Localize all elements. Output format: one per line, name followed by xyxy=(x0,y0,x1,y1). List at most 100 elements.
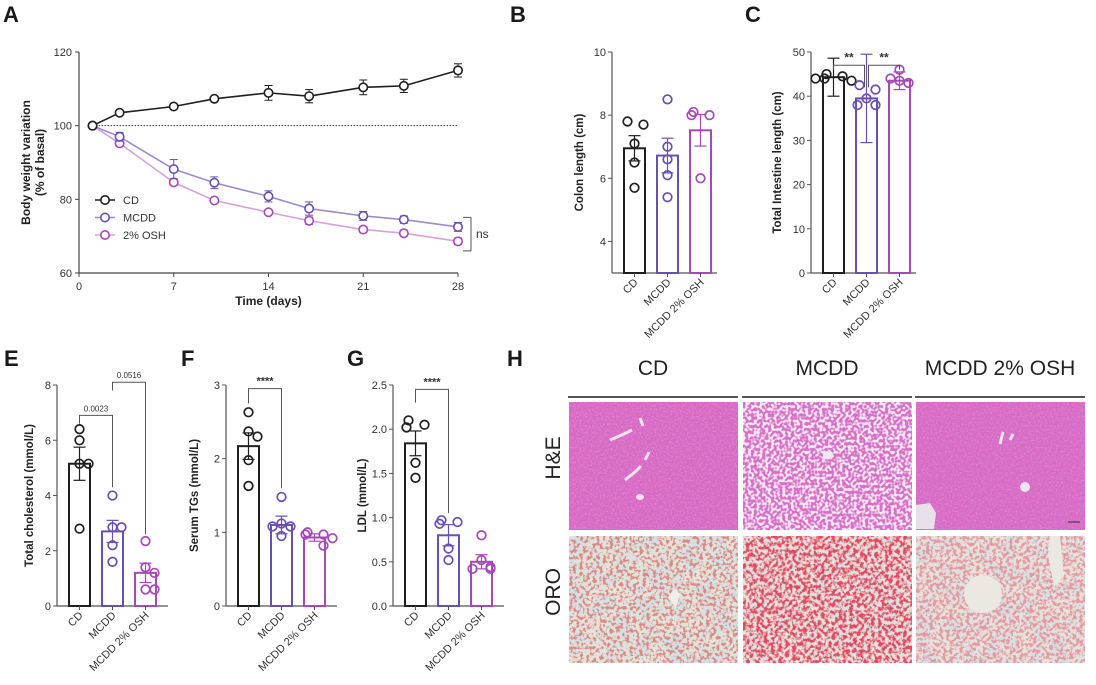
data-point xyxy=(846,75,857,86)
data-point xyxy=(662,141,673,152)
data-point xyxy=(168,177,179,188)
significance-label: **** xyxy=(256,376,274,388)
data-point xyxy=(452,221,463,232)
data-point xyxy=(304,91,315,102)
data-point xyxy=(476,530,487,541)
x-tick-label-group: MCDD 2% OSH xyxy=(256,610,320,674)
x-tick-label: CD xyxy=(621,277,641,297)
data-point xyxy=(276,491,287,503)
y-tick-label: 2.0 xyxy=(372,424,387,436)
x-tick-label-group: CD xyxy=(402,610,422,630)
x-tick-label-group: MCDD xyxy=(642,277,674,309)
data-point xyxy=(243,407,254,418)
x-tick-label: CD xyxy=(235,610,255,630)
x-tick-label-group: MCDD xyxy=(841,277,873,309)
significance-label: ** xyxy=(879,50,889,64)
significance-label: 0.0516 xyxy=(117,371,142,380)
x-tick-label-group: MCDD 2% OSH xyxy=(423,610,487,674)
significance-bracket xyxy=(415,388,449,514)
hist-row-label-he: H&E xyxy=(542,436,565,480)
data-point xyxy=(410,457,421,468)
x-tick-label-group: CD xyxy=(235,610,255,630)
data-point xyxy=(116,522,127,533)
x-tick-label-group: MCDD xyxy=(256,610,288,642)
y-tick-label: 0.0 xyxy=(372,601,387,613)
data-point xyxy=(903,77,914,89)
y-tick-label: 2 xyxy=(45,546,51,558)
ns-bracket xyxy=(463,216,472,252)
y-tick-label: 30 xyxy=(793,135,805,147)
y-axis-title-text: LDL (mmol/L) xyxy=(357,458,369,532)
panel-letter-e: E xyxy=(4,346,19,371)
bar-mcdd-2-osh xyxy=(888,79,911,275)
y-axis-title-g: LDL (mmol/L) xyxy=(357,458,369,532)
data-point xyxy=(318,540,329,551)
data-point xyxy=(662,94,673,105)
x-tick-label: MCDD 2% OSH xyxy=(256,610,320,674)
panel-letter-c: C xyxy=(745,2,761,27)
data-point xyxy=(398,214,409,225)
data-point xyxy=(140,535,151,547)
hist-col-title-mcdd-osh: MCDD 2% OSH xyxy=(924,357,1076,380)
significance-label: ** xyxy=(844,50,854,64)
significance-bracket xyxy=(112,381,146,535)
x-tick-label-group: CD xyxy=(66,610,86,630)
x-tick-label: CD xyxy=(66,610,86,630)
data-point xyxy=(358,210,369,221)
x-tick-label: MCDD 2% OSH xyxy=(87,610,151,674)
data-point xyxy=(485,563,496,575)
y-tick-label: 6 xyxy=(45,435,51,447)
x-tick-label-group: CD xyxy=(820,277,840,297)
data-point xyxy=(263,191,274,202)
legend-marker xyxy=(100,230,111,241)
y-tick-label: 50 xyxy=(793,47,805,59)
data-point xyxy=(695,173,706,184)
hist-col-rule-cd xyxy=(568,396,738,398)
data-point xyxy=(622,116,633,127)
y-axis-title-b: Colon length (cm) xyxy=(574,113,586,211)
hist-col-title-cd: CD xyxy=(637,357,669,380)
y-axis-title-text: Total Intestine length (cm) xyxy=(772,91,784,233)
data-point xyxy=(149,584,160,595)
y-axis-title-f: Serum TGs (mmol/L) xyxy=(189,439,201,552)
chart-c: 0 10 20 30 40 50 Total Intestine length (cm) CD… xyxy=(772,47,916,341)
hist-col-title-mcdd: MCDD xyxy=(795,357,859,380)
significance-bracket xyxy=(868,64,900,88)
significance-label: **** xyxy=(423,376,441,388)
data-point xyxy=(452,236,463,247)
y-tick-label-a: 80 xyxy=(60,194,72,206)
data-point xyxy=(304,203,315,214)
data-point xyxy=(629,182,640,193)
y-axis-title-line2-a: (% of basal) xyxy=(33,129,47,196)
data-point xyxy=(87,120,98,131)
bar-mcdd-2-osh xyxy=(303,536,326,607)
x-tick-label: CD xyxy=(402,610,422,630)
y-tick-label: 4 xyxy=(600,236,606,248)
data-point xyxy=(114,131,125,142)
y-tick-label: 10 xyxy=(594,47,606,59)
data-point xyxy=(243,454,254,466)
data-point xyxy=(434,518,445,529)
data-point xyxy=(209,177,220,188)
y-tick-label: 1 xyxy=(214,527,220,539)
significance-label: 0.0023 xyxy=(84,404,109,413)
panel-letter-h: H xyxy=(507,346,523,371)
data-point xyxy=(318,529,329,540)
y-tick-label: 3 xyxy=(214,380,220,392)
panel-letter-a: A xyxy=(3,2,19,27)
data-point xyxy=(107,540,118,551)
y-axis-title-line1-a: Body weight variation xyxy=(19,100,33,225)
data-point xyxy=(74,435,85,446)
data-point xyxy=(401,422,412,433)
bar-cd xyxy=(822,76,845,274)
data-point xyxy=(114,107,125,118)
data-point xyxy=(263,87,274,98)
data-point xyxy=(854,79,865,91)
data-point xyxy=(267,521,278,532)
y-axis-title-text: Serum TGs (mmol/L) xyxy=(189,439,201,552)
x-tick-label-group: MCDD 2% OSH xyxy=(841,277,905,341)
data-point xyxy=(276,530,287,542)
y-tick-label: 2 xyxy=(214,454,220,466)
y-tick-label: 20 xyxy=(793,180,805,192)
